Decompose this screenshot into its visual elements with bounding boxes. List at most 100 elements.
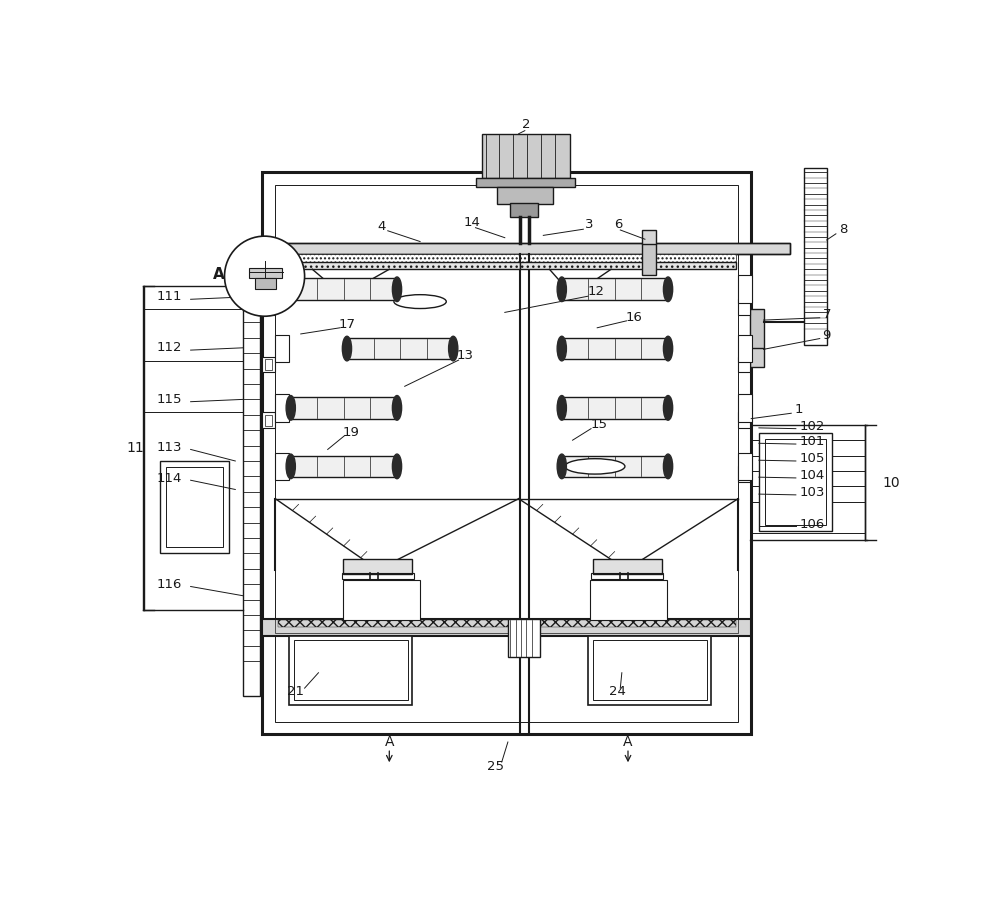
Ellipse shape: [663, 337, 673, 361]
Circle shape: [225, 236, 305, 316]
Bar: [262, 619, 751, 636]
Bar: [738, 394, 752, 421]
Text: 4: 4: [377, 219, 386, 232]
Ellipse shape: [557, 396, 566, 420]
Bar: [588, 636, 711, 705]
Bar: [275, 619, 738, 632]
Bar: [243, 243, 790, 254]
Bar: [738, 467, 750, 482]
Bar: [275, 184, 738, 722]
Bar: [738, 300, 750, 314]
Bar: [476, 178, 575, 187]
Ellipse shape: [286, 396, 295, 420]
Bar: [750, 348, 764, 367]
Ellipse shape: [392, 396, 402, 420]
Bar: [562, 455, 668, 478]
Text: 25: 25: [487, 760, 504, 774]
Ellipse shape: [663, 454, 673, 479]
Text: 114: 114: [157, 472, 182, 485]
Bar: [289, 636, 412, 705]
Text: 104: 104: [800, 469, 825, 482]
Bar: [243, 272, 260, 696]
Bar: [759, 432, 832, 531]
Text: 101: 101: [800, 435, 825, 448]
Text: 24: 24: [609, 685, 626, 699]
Bar: [562, 397, 668, 419]
Bar: [738, 357, 750, 372]
Bar: [265, 360, 272, 370]
Bar: [482, 134, 570, 178]
Bar: [508, 619, 540, 657]
Text: A: A: [385, 735, 394, 749]
Bar: [291, 278, 397, 300]
Text: A: A: [212, 267, 224, 282]
Bar: [738, 276, 752, 303]
Bar: [343, 559, 412, 574]
Bar: [642, 230, 656, 243]
Text: 21: 21: [287, 685, 304, 699]
Bar: [278, 262, 520, 269]
Text: 6: 6: [615, 219, 623, 231]
Bar: [278, 254, 736, 263]
Ellipse shape: [392, 277, 402, 301]
Bar: [275, 276, 289, 303]
Bar: [804, 169, 827, 346]
Ellipse shape: [663, 396, 673, 420]
Text: 11: 11: [126, 441, 144, 455]
Bar: [275, 453, 289, 480]
Bar: [275, 394, 289, 421]
Bar: [160, 461, 229, 553]
Ellipse shape: [342, 337, 352, 361]
Bar: [265, 301, 272, 313]
Bar: [262, 172, 751, 734]
Ellipse shape: [394, 295, 446, 309]
Bar: [278, 262, 520, 269]
Bar: [590, 580, 667, 621]
Bar: [497, 187, 553, 204]
Text: 115: 115: [157, 393, 182, 406]
Bar: [750, 309, 764, 349]
Bar: [738, 412, 750, 428]
Bar: [249, 268, 282, 278]
Bar: [243, 243, 790, 254]
Bar: [738, 453, 752, 480]
Text: 12: 12: [587, 285, 604, 298]
Bar: [294, 641, 408, 701]
Text: 14: 14: [463, 216, 480, 229]
Bar: [255, 278, 276, 289]
Text: 9: 9: [822, 329, 831, 342]
Text: 102: 102: [800, 420, 825, 432]
Bar: [275, 335, 289, 362]
Bar: [510, 203, 538, 217]
Bar: [262, 357, 275, 372]
Text: 19: 19: [342, 426, 359, 439]
Bar: [520, 262, 736, 269]
Bar: [166, 467, 223, 548]
Bar: [520, 262, 736, 269]
Bar: [342, 573, 414, 579]
Text: 1: 1: [795, 403, 803, 416]
Bar: [291, 455, 397, 478]
Bar: [253, 271, 264, 277]
Bar: [257, 261, 265, 275]
Ellipse shape: [557, 277, 566, 301]
Bar: [642, 243, 656, 276]
Text: 105: 105: [800, 452, 825, 466]
Ellipse shape: [392, 454, 402, 479]
Ellipse shape: [565, 458, 625, 474]
Bar: [278, 620, 736, 627]
Ellipse shape: [557, 337, 566, 361]
Ellipse shape: [286, 277, 295, 301]
Text: 13: 13: [456, 349, 473, 362]
Ellipse shape: [663, 277, 673, 301]
Bar: [738, 335, 752, 362]
Text: 7: 7: [822, 308, 831, 321]
Bar: [262, 412, 275, 428]
Text: 106: 106: [800, 518, 825, 531]
Bar: [347, 337, 453, 360]
Bar: [593, 559, 662, 574]
Bar: [291, 397, 397, 419]
Bar: [765, 439, 826, 525]
Text: 8: 8: [839, 223, 848, 236]
Ellipse shape: [557, 454, 566, 479]
